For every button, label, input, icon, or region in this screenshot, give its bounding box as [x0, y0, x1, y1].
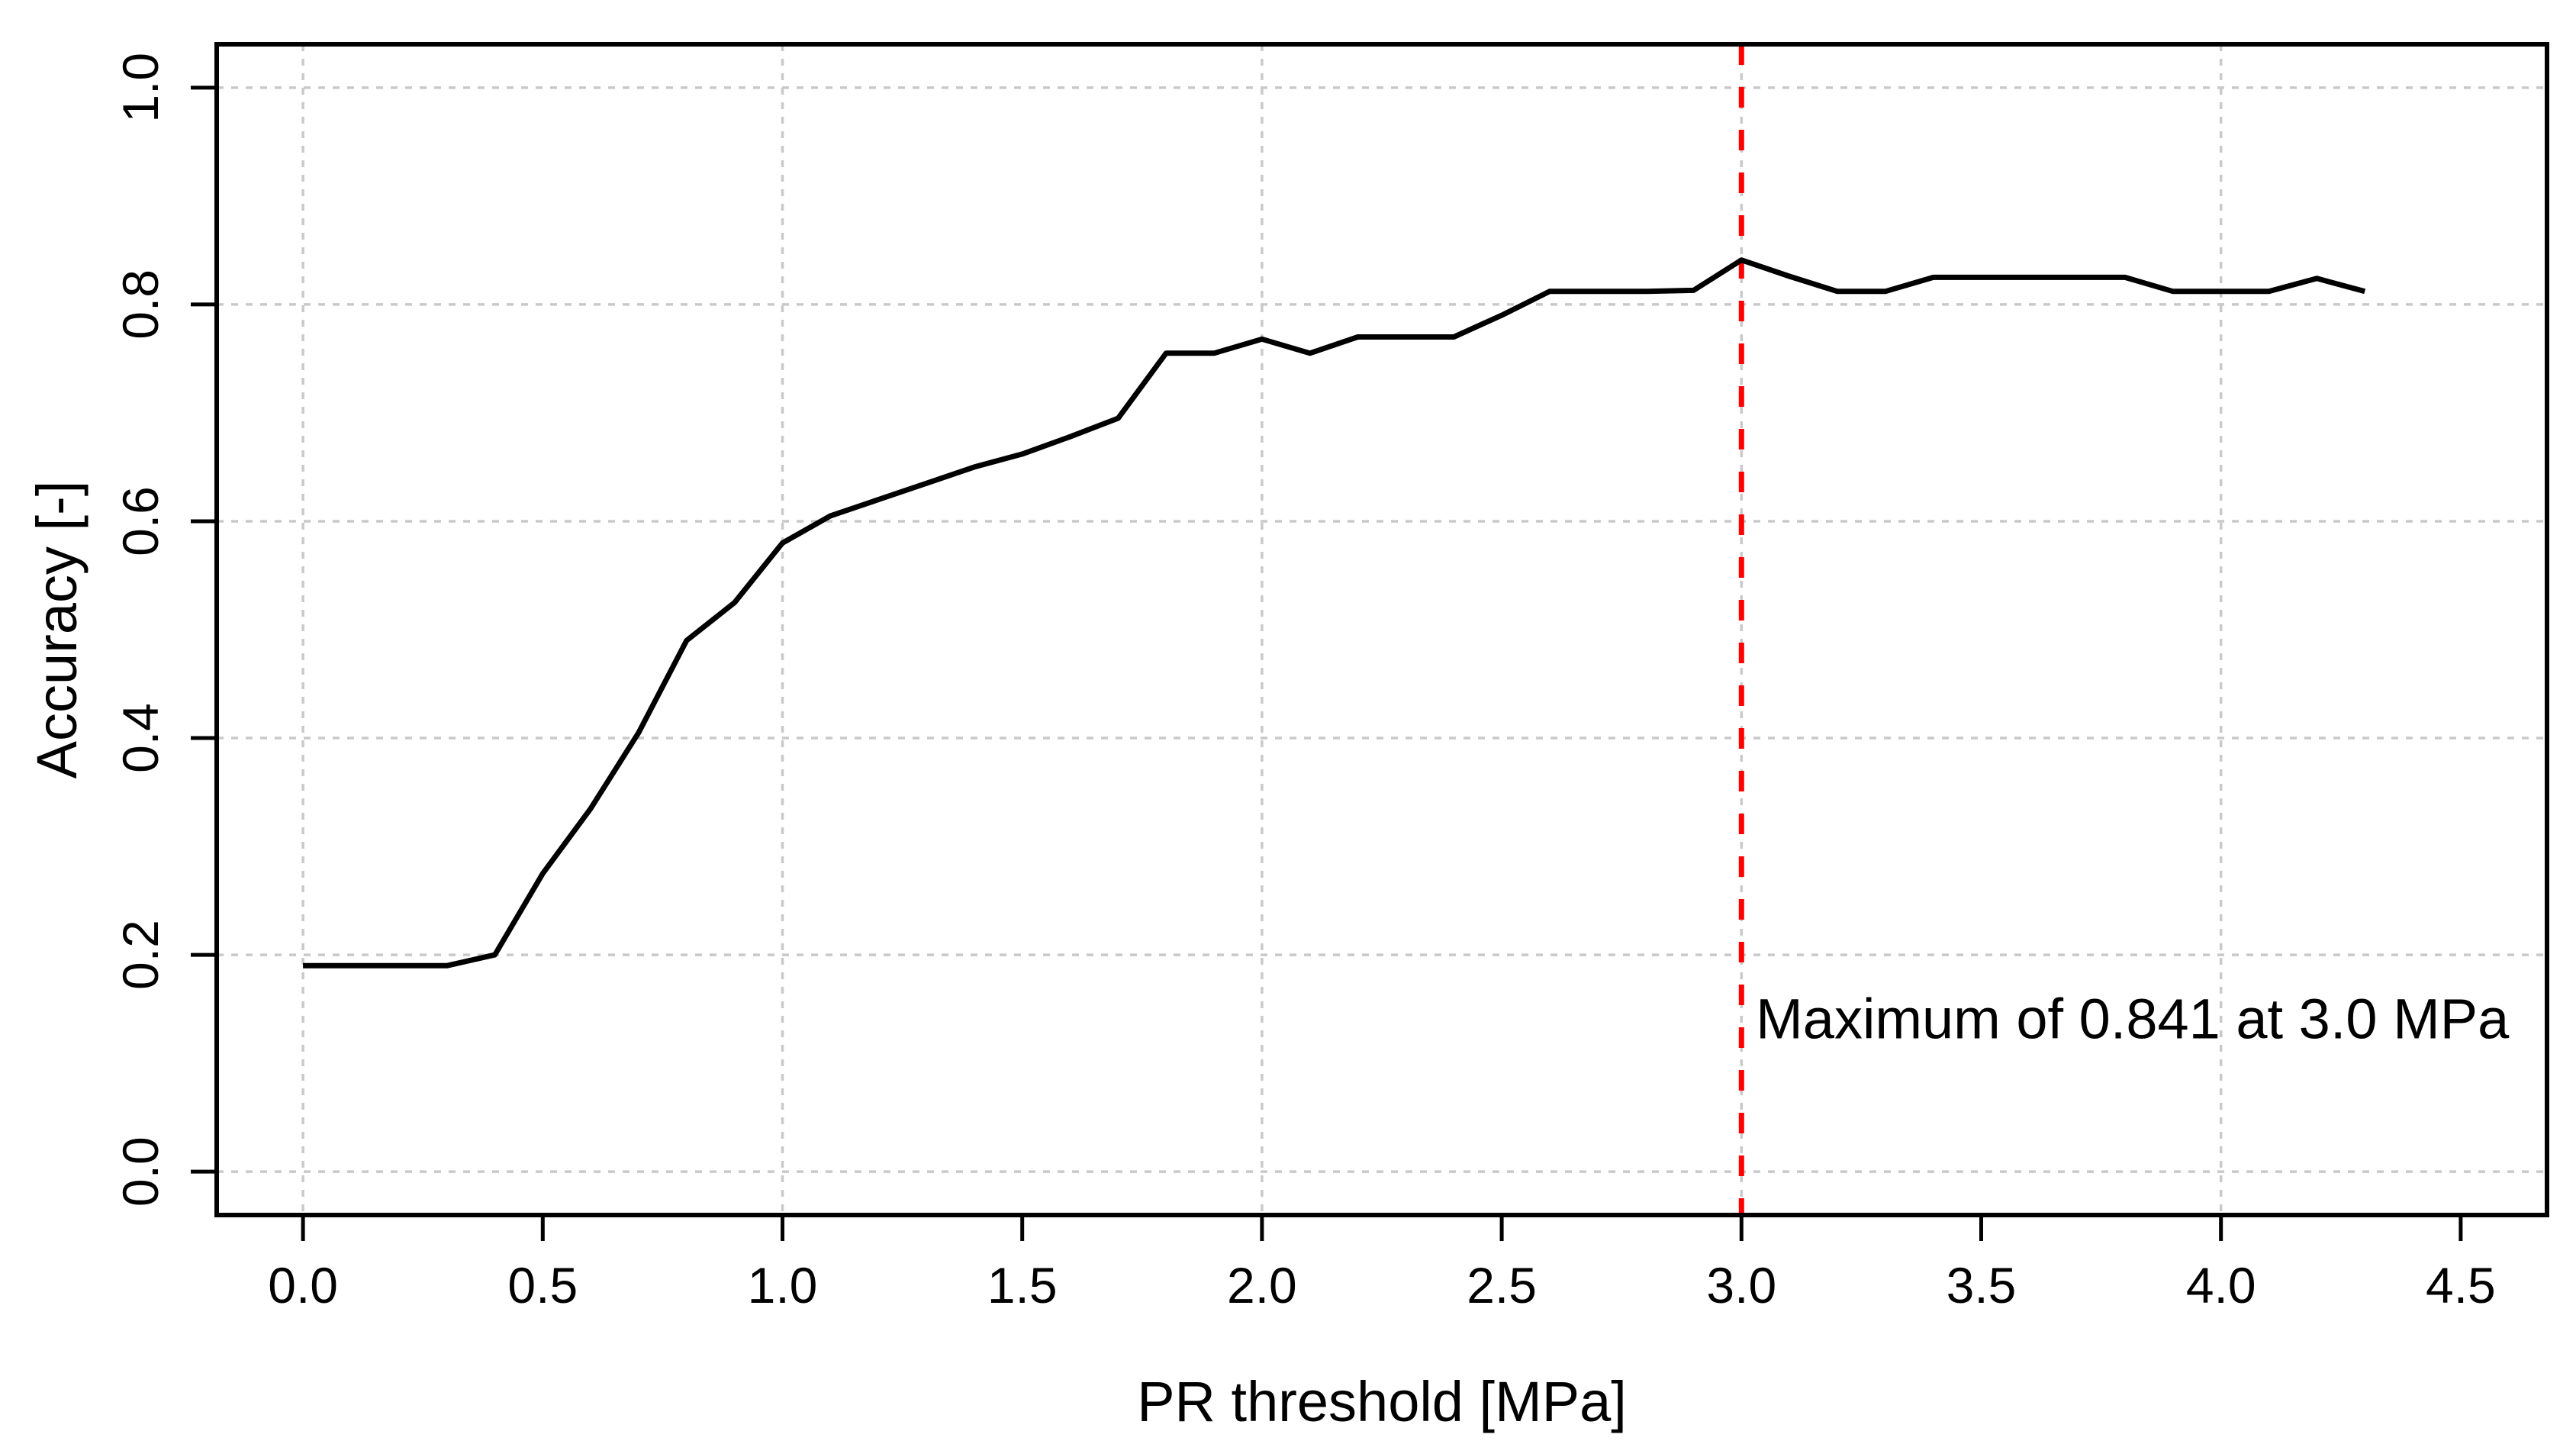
x-axis-title: PR threshold [MPa] [1137, 1370, 1627, 1433]
accuracy-curve [303, 257, 2366, 969]
x-tick-label: 4.5 [2426, 1257, 2496, 1313]
x-tick-label: 2.5 [1467, 1257, 1537, 1313]
x-tick-label: 4.0 [2186, 1257, 2256, 1313]
x-tick-label: 0.5 [507, 1257, 578, 1313]
max-annotation-label: Maximum of 0.841 at 3.0 MPa [1756, 987, 2510, 1050]
x-tick-label: 2.0 [1227, 1257, 1297, 1313]
y-tick-label: 0.6 [112, 486, 169, 556]
gridlines [217, 44, 2547, 1215]
y-axis-title: Accuracy [-] [25, 481, 89, 779]
x-tick-label: 1.0 [748, 1257, 818, 1313]
y-tick-label: 0.4 [112, 703, 169, 773]
x-tick-label: 0.0 [268, 1257, 338, 1313]
y-tick-label: 0.0 [112, 1136, 169, 1207]
axis-ticks [191, 85, 2463, 1241]
y-tick-label: 0.2 [112, 920, 169, 990]
plot-frame [214, 42, 2549, 1217]
y-tick-label: 1.0 [112, 53, 169, 123]
x-tick-label: 3.5 [1946, 1257, 2017, 1313]
axis-tick-labels: 0.0 0.5 1.0 1.5 2.0 2.5 3.0 3.5 4.0 4.5 0.0 0.2 0.4 0… [112, 53, 2496, 1313]
x-tick-label: 1.5 [987, 1257, 1058, 1313]
x-tick-label: 3.0 [1706, 1257, 1776, 1313]
y-tick-label: 0.8 [112, 269, 169, 340]
